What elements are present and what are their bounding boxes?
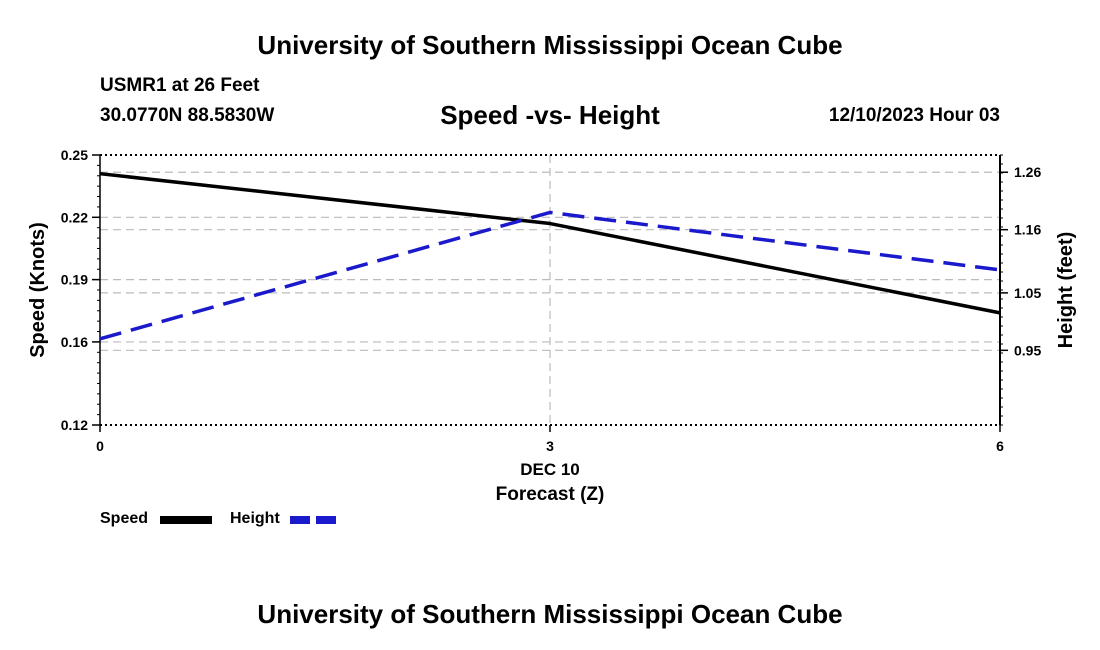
x-axis-tick-label-1: 3 bbox=[546, 438, 554, 454]
footer-title: University of Southern Mississippi Ocean… bbox=[257, 599, 843, 629]
legend-height-label: Height bbox=[230, 510, 280, 527]
left-axis-tick-label-3: 0.22 bbox=[61, 209, 88, 225]
series-line-height bbox=[99, 210, 1001, 341]
x-axis-title: Forecast (Z) bbox=[496, 484, 605, 505]
forecast-datetime: 12/10/2023 Hour 03 bbox=[828, 105, 1000, 126]
series-line-speed bbox=[99, 171, 1001, 315]
legend-height-swatch bbox=[290, 516, 342, 524]
left-axis-tick-label-2: 0.19 bbox=[61, 272, 88, 288]
page-title: University of Southern Mississippi Ocean… bbox=[257, 30, 843, 60]
right-axis-tick-label-0: 0.95 bbox=[1014, 342, 1041, 358]
x-axis-tick-label-0: 0 bbox=[96, 438, 104, 454]
chart-title: Speed -vs- Height bbox=[440, 100, 660, 130]
station-label: USMR1 at 26 Feet bbox=[100, 75, 260, 96]
left-axis-title: Speed (Knots) bbox=[27, 222, 49, 358]
legend-speed-swatch bbox=[160, 516, 212, 524]
right-axis-tick-label-1: 1.05 bbox=[1014, 285, 1041, 301]
left-axis-tick-label-4: 0.25 bbox=[61, 147, 88, 163]
right-axis-tick-label-2: 1.16 bbox=[1014, 222, 1041, 238]
right-axis-tick-label-3: 1.26 bbox=[1014, 164, 1041, 180]
left-axis-tick-label-0: 0.12 bbox=[61, 417, 88, 433]
left-axis-tick-label-1: 0.16 bbox=[61, 334, 88, 350]
x-axis-date-label: DEC 10 bbox=[520, 460, 580, 479]
x-axis-tick-label-2: 6 bbox=[996, 438, 1004, 454]
station-coordinates: 30.0770N 88.5830W bbox=[100, 105, 275, 126]
legend-speed-label: Speed bbox=[100, 510, 149, 527]
right-axis-title: Height (feet) bbox=[1055, 232, 1077, 349]
